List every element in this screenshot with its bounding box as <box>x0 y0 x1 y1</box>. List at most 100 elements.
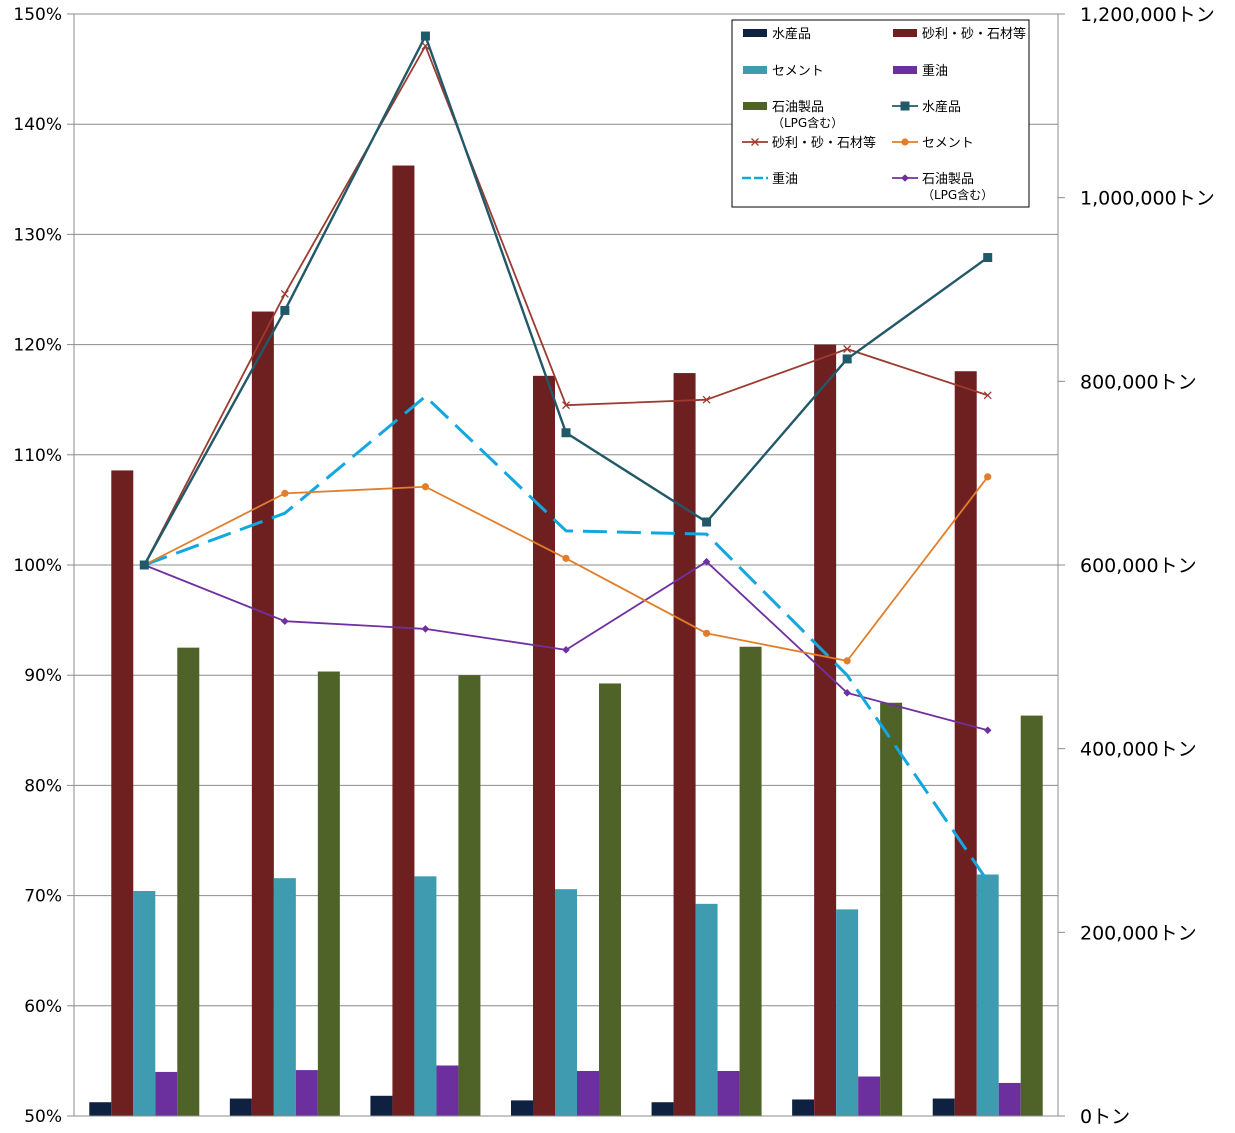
legend: 水産品 砂利・砂・石材等セメント 重油石油製品（LPG含む）水産品砂利・砂・石材等セ… <box>731 19 1030 208</box>
line-point <box>842 354 852 364</box>
bar-0 <box>932 1098 955 1116</box>
series-line-3 <box>143 394 989 883</box>
legend-label-sub: （LPG含む） <box>772 115 843 130</box>
line-point <box>843 657 851 665</box>
bar-0 <box>511 1100 533 1116</box>
right-tick-label: 1,200,000トン <box>1080 4 1215 26</box>
bar-4 <box>880 702 903 1116</box>
legend-label: セメント <box>922 136 974 151</box>
bar-4 <box>317 671 340 1116</box>
bar-1 <box>673 373 696 1116</box>
line-point <box>843 345 852 353</box>
bar-4 <box>1020 715 1043 1116</box>
bar-3 <box>155 1071 178 1116</box>
bar-3 <box>858 1076 881 1116</box>
bar-3 <box>436 1065 459 1116</box>
bar-2 <box>695 903 718 1116</box>
bar-3 <box>998 1082 1021 1116</box>
line-point <box>420 31 430 41</box>
line-point <box>751 138 759 146</box>
legend-swatch <box>743 102 767 110</box>
bar-1 <box>251 311 274 1116</box>
bar-0 <box>651 1102 674 1116</box>
line-point <box>280 289 289 298</box>
left-tick-label: 110% <box>13 446 62 466</box>
line-point <box>280 305 290 315</box>
line-point <box>843 689 851 697</box>
bar-2 <box>414 876 437 1116</box>
line-point <box>900 101 910 111</box>
right-tick-label: 200,000トン <box>1080 922 1197 944</box>
bar-1 <box>814 344 837 1117</box>
line-point <box>561 428 571 438</box>
line-point <box>901 138 909 146</box>
axes: 50% 60% 70% 80% 90% 100% 110% 120% 130% 140% 150% 0… <box>13 4 1214 1128</box>
lines <box>139 31 993 883</box>
line-point <box>562 401 570 410</box>
bar-0 <box>89 1102 112 1116</box>
legend-swatch <box>893 29 917 37</box>
line-point <box>983 391 992 400</box>
legend-label: 重油 <box>772 171 798 187</box>
bar-0 <box>370 1095 393 1116</box>
gridlines <box>74 13 1058 1007</box>
line-point <box>281 489 289 497</box>
bar-1 <box>954 371 977 1116</box>
left-tick-label: 60% <box>24 997 62 1017</box>
right-tick-label: 1,000,000トン <box>1080 188 1215 210</box>
left-tick-label: 100% <box>13 556 62 576</box>
bars <box>89 165 1043 1117</box>
bar-4 <box>739 646 762 1116</box>
legend-swatch <box>743 66 767 74</box>
legend-swatch <box>743 29 767 37</box>
bar-0 <box>792 1099 815 1116</box>
right-tick-label: 400,000トン <box>1080 739 1197 761</box>
left-tick-label: 150% <box>13 5 62 25</box>
bar-1 <box>533 375 555 1116</box>
line-point <box>421 483 430 491</box>
bar-2 <box>976 874 999 1116</box>
legend-label: 水産品 <box>772 26 811 42</box>
bar-2 <box>273 878 296 1116</box>
left-tick-label: 50% <box>24 1107 62 1127</box>
legend-label: 砂利・砂・石材等 <box>922 26 1026 42</box>
bar-1 <box>392 165 415 1116</box>
legend-label: 砂利・砂・石材等 <box>772 135 876 151</box>
bar-2 <box>836 909 859 1116</box>
legend-label: 重油 <box>922 63 948 79</box>
right-tick-label: 800,000トン <box>1080 371 1197 393</box>
right-tick-label: 0トン <box>1080 1106 1130 1128</box>
bar-4 <box>458 675 481 1116</box>
line-point <box>702 395 711 404</box>
line-point <box>702 557 711 566</box>
legend-label: 水産品 <box>922 99 961 115</box>
bar-3 <box>577 1071 599 1116</box>
bar-3 <box>717 1071 740 1116</box>
bar-4 <box>177 647 200 1116</box>
line-point <box>983 253 993 263</box>
legend-label: 石油製品 <box>772 100 824 115</box>
legend-swatch <box>893 66 917 74</box>
legend-label: 石油製品 <box>922 172 974 187</box>
bar-0 <box>229 1098 252 1116</box>
left-tick-label: 80% <box>24 776 62 796</box>
line-point <box>139 560 149 570</box>
left-tick-label: 130% <box>13 225 62 245</box>
left-tick-label: 70% <box>24 887 62 907</box>
legend-box <box>731 19 1030 208</box>
left-tick-label: 90% <box>24 666 62 686</box>
legend-label-sub: （LPG含む） <box>922 187 993 202</box>
bar-2 <box>133 891 156 1116</box>
left-tick-label: 140% <box>13 115 62 135</box>
bar-3 <box>295 1070 318 1116</box>
left-tick-label: 120% <box>13 336 62 356</box>
line-point <box>901 174 909 182</box>
line-point <box>562 646 570 654</box>
bar-4 <box>599 683 621 1116</box>
line-point <box>984 473 992 481</box>
right-tick-label: 600,000トン <box>1080 555 1197 577</box>
legend-label: セメント <box>772 64 824 79</box>
line-point <box>562 554 570 562</box>
